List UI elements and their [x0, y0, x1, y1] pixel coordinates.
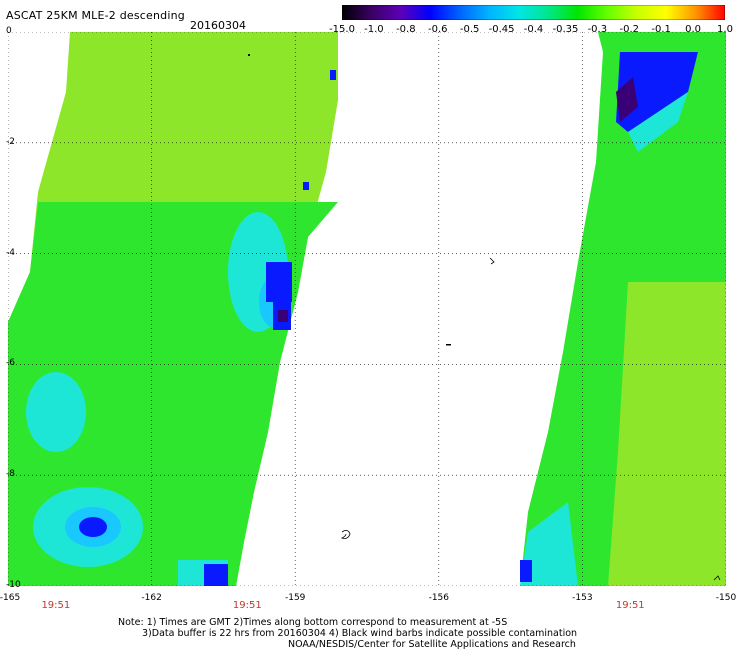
colorbar-label: -0.4	[523, 24, 544, 35]
feature-cyan-left	[26, 372, 86, 452]
wind-barb-marks	[248, 54, 721, 581]
x-axis-label: -159	[284, 593, 306, 603]
colorbar-label: 0.0	[685, 24, 702, 35]
wind-mark	[248, 54, 250, 56]
wind-map	[8, 32, 726, 586]
colorbar-labels: -15.0 -1.0 -0.8 -0.6 -0.5 -0.45 -0.4 -0.35 -0.3-…	[329, 0, 733, 40]
x-axis-label: -165	[0, 593, 21, 603]
wind-mark	[489, 257, 495, 265]
y-axis-label: -10	[6, 580, 21, 590]
colorbar-label: -0.35	[552, 24, 579, 35]
measurement-time: 19:51	[41, 600, 71, 611]
note-line-2: 3)Data buffer is 22 hrs from 20160304 4)…	[142, 628, 578, 639]
wind-mark	[446, 344, 451, 346]
colorbar	[342, 5, 725, 20]
colorbar-label: -0.2	[619, 24, 640, 35]
colorbar-label: -0.45	[488, 24, 515, 35]
feature-purple-topright	[616, 77, 638, 122]
colorbar-label: -0.8	[396, 24, 416, 35]
feature-blue-corner	[204, 564, 228, 586]
y-axis-label: -6	[6, 358, 15, 369]
feature-blue-bottomright	[520, 560, 532, 582]
measurement-time: 19:51	[232, 600, 262, 611]
feature-blue-topright	[616, 52, 698, 132]
colorbar-label: -1.0	[364, 24, 384, 35]
y-axis-label: 0	[6, 26, 12, 36]
map-date: 20160304	[190, 19, 246, 32]
feature-purple-cell	[278, 310, 288, 322]
colorbar-label: -0.1	[651, 24, 671, 35]
x-axis-label: -150	[715, 593, 737, 603]
colorbar-label: -0.6	[427, 24, 448, 35]
feature-cyan-topright	[628, 92, 688, 152]
x-axis-label: -156	[428, 593, 450, 603]
y-axis-label: -4	[6, 247, 15, 258]
feature-blue-bottom	[79, 517, 107, 537]
swath-right-lower	[608, 282, 726, 586]
colorbar-label: 1.0	[717, 24, 733, 35]
x-axis-label: -162	[141, 593, 162, 603]
y-axis-label: -8	[6, 469, 15, 480]
map-title: ASCAT 25KM MLE-2 descending	[6, 9, 185, 22]
colorbar-label: -15.0	[329, 24, 355, 35]
feature-blue-dot-2	[303, 182, 309, 190]
lat-lon-grid	[8, 32, 726, 586]
measurement-time: 19:51	[615, 600, 645, 611]
x-axis-label: -153	[572, 593, 593, 603]
note-line-3: NOAA/NESDIS/Center for Satellite Applica…	[288, 639, 576, 650]
feature-cyan-bottomright	[520, 502, 578, 586]
y-axis-label: -2	[6, 136, 15, 147]
colorbar-label: -0.3	[587, 24, 608, 35]
colorbar-label: -0.5	[459, 24, 480, 35]
wind-mark	[340, 530, 351, 539]
wind-mark	[713, 575, 721, 581]
note-line-1: Note: 1) Times are GMT 2)Times along bot…	[118, 617, 508, 628]
feature-blue-dot	[330, 70, 336, 80]
wind-swaths	[8, 32, 726, 586]
